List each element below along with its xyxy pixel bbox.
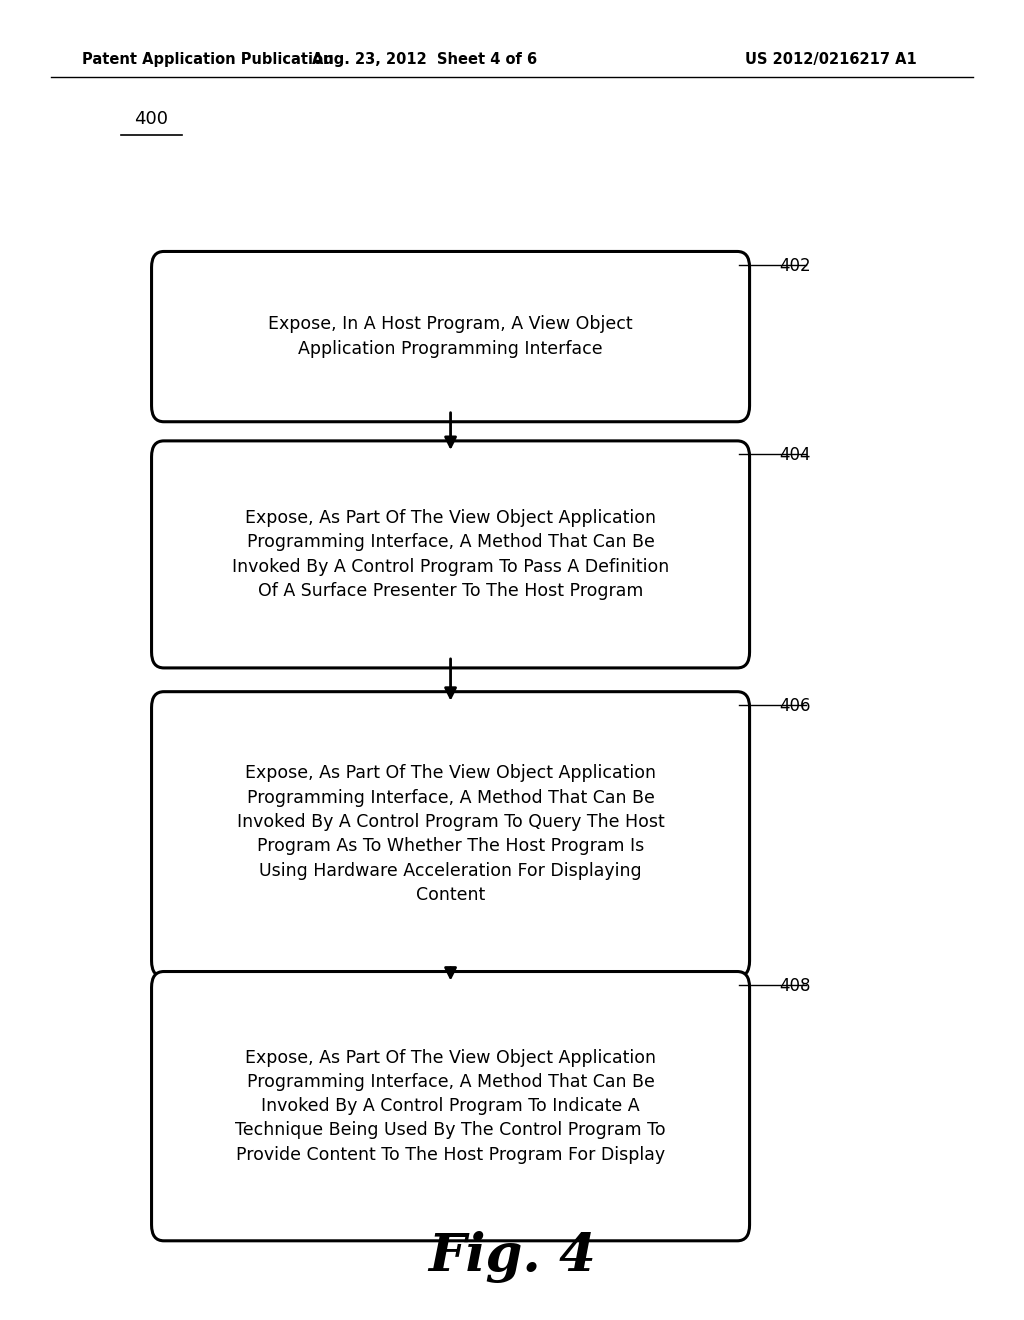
Text: Patent Application Publication: Patent Application Publication	[82, 51, 334, 67]
Text: Aug. 23, 2012  Sheet 4 of 6: Aug. 23, 2012 Sheet 4 of 6	[312, 51, 538, 67]
Text: Expose, As Part Of The View Object Application
Programming Interface, A Method T: Expose, As Part Of The View Object Appli…	[236, 1048, 666, 1164]
FancyBboxPatch shape	[152, 692, 750, 977]
Text: 408: 408	[779, 977, 811, 995]
FancyBboxPatch shape	[152, 441, 750, 668]
Text: Fig. 4: Fig. 4	[428, 1230, 596, 1283]
Text: Expose, As Part Of The View Object Application
Programming Interface, A Method T: Expose, As Part Of The View Object Appli…	[231, 510, 670, 599]
Text: US 2012/0216217 A1: US 2012/0216217 A1	[744, 51, 916, 67]
FancyBboxPatch shape	[152, 251, 750, 422]
Text: 400: 400	[134, 110, 169, 128]
Text: Expose, In A Host Program, A View Object
Application Programming Interface: Expose, In A Host Program, A View Object…	[268, 315, 633, 358]
Text: 404: 404	[779, 446, 811, 465]
Text: Expose, As Part Of The View Object Application
Programming Interface, A Method T: Expose, As Part Of The View Object Appli…	[237, 764, 665, 904]
FancyBboxPatch shape	[152, 972, 750, 1241]
Text: 406: 406	[779, 697, 811, 715]
Text: 402: 402	[779, 256, 811, 275]
